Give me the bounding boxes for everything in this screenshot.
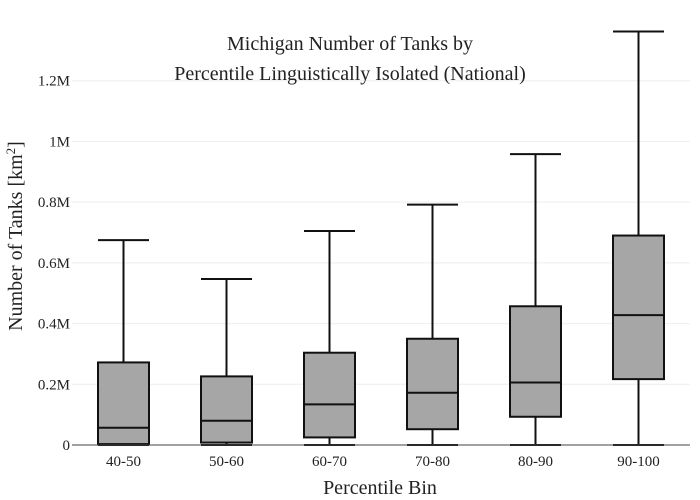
- iqr-box: [303, 351, 356, 439]
- y-tick-label: 0.4M: [38, 317, 70, 333]
- iqr-box: [97, 361, 150, 446]
- y-axis-unit-base: [km: [5, 154, 27, 187]
- y-axis-unit-exponent: 2: [3, 148, 18, 155]
- y-axis-title-text: Number of Tanks: [5, 191, 27, 331]
- box-50-60: [200, 277, 253, 446]
- x-tick-label: 90-100: [617, 454, 660, 470]
- y-tick-label: 1M: [49, 134, 70, 150]
- y-tick-label: 0.8M: [38, 195, 70, 211]
- y-tick-label: 0.6M: [38, 256, 70, 272]
- y-tick-label: 1.2M: [38, 74, 70, 90]
- box-60-70: [303, 229, 356, 446]
- y-axis-unit-close: ]: [5, 141, 27, 148]
- box-90-100: [612, 30, 665, 446]
- chart-title-line-2: Percentile Linguistically Isolated (Nati…: [174, 63, 526, 85]
- box-70-80: [406, 203, 459, 446]
- x-tick-label: 70-80: [415, 454, 450, 470]
- x-tick-labels: 40-50 50-60 60-70 70-80 80-90 90-100: [106, 454, 660, 470]
- chart-title-line-1: Michigan Number of Tanks by: [227, 33, 473, 55]
- iqr-box: [612, 234, 665, 381]
- y-tick-label: 0: [63, 438, 71, 454]
- iqr-box: [200, 375, 253, 444]
- x-tick-label: 40-50: [106, 454, 141, 470]
- y-axis-title: Number of Tanks [km2]: [3, 141, 28, 331]
- box-40-50: [97, 239, 150, 446]
- iqr-box: [509, 305, 562, 418]
- x-tick-label: 60-70: [312, 454, 347, 470]
- x-tick-label: 50-60: [209, 454, 244, 470]
- iqr-box: [406, 337, 459, 431]
- x-axis-title: Percentile Bin: [323, 477, 437, 499]
- box-80-90: [509, 153, 562, 446]
- y-tick-label: 0.2M: [38, 377, 70, 393]
- grid-lines: [72, 80, 690, 385]
- x-tick-label: 80-90: [518, 454, 553, 470]
- y-tick-labels: 0 0.2M 0.4M 0.6M 0.8M 1M 1.2M: [38, 74, 70, 454]
- boxes: [97, 30, 665, 446]
